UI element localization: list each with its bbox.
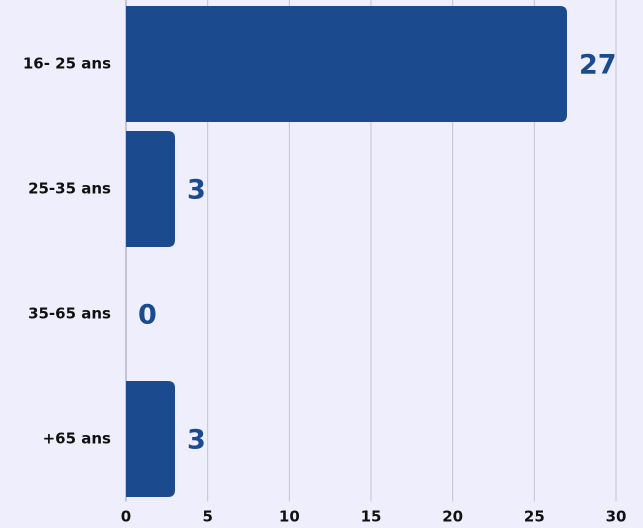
y-tick-label: 25-35 ans — [28, 180, 111, 198]
y-tick-label: 35-65 ans — [28, 305, 111, 323]
x-tick-label: 15 — [361, 508, 382, 526]
data-label: 0 — [138, 300, 157, 331]
y-tick-label: +65 ans — [43, 430, 111, 448]
x-tick-label: 0 — [121, 508, 131, 526]
x-tick-label: 5 — [202, 508, 212, 526]
x-tick-label: 10 — [279, 508, 300, 526]
bar — [126, 6, 567, 122]
bar — [126, 131, 175, 247]
bar — [126, 381, 175, 497]
data-label: 3 — [187, 425, 206, 456]
y-tick-label: 16- 25 ans — [23, 55, 111, 73]
x-tick-label: 30 — [606, 508, 627, 526]
data-label: 3 — [187, 175, 206, 206]
data-label: 27 — [579, 50, 617, 81]
x-tick-label: 25 — [524, 508, 545, 526]
x-tick-label: 20 — [442, 508, 463, 526]
